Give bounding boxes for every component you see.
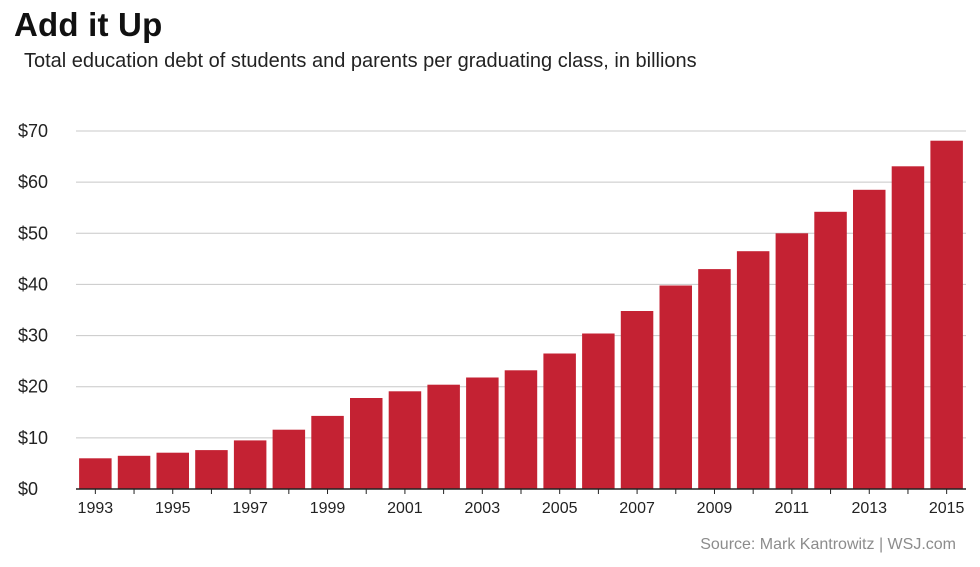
bar-1994 (117, 455, 151, 489)
chart-subtitle: Total education debt of students and par… (24, 50, 697, 72)
source-credit: Source: Mark Kantrowitz | WSJ.com (700, 536, 956, 553)
bar-2013 (853, 189, 886, 490)
bar-1997 (233, 440, 267, 489)
chart-title: Add it Up (14, 6, 163, 43)
x-tick-label: 2009 (697, 500, 733, 517)
y-axis-ticks: $0 $10 $20 $30 $40 $50 $60 $70 (18, 121, 48, 499)
bar-2004 (504, 370, 538, 489)
x-tick-label: 1995 (155, 500, 191, 517)
bar-1996 (195, 450, 228, 489)
bar-2001 (388, 391, 422, 489)
y-tick-label: $30 (18, 326, 48, 346)
bars (79, 140, 963, 490)
x-tick-label: 1997 (232, 500, 268, 517)
x-tick-label: 2005 (542, 500, 578, 517)
bar-1998 (272, 429, 306, 489)
y-tick-label: $50 (18, 223, 48, 243)
y-tick-label: $10 (18, 428, 48, 448)
bar-2006 (582, 333, 615, 489)
x-tick-label: 2015 (929, 500, 965, 517)
y-tick-label: $20 (18, 377, 48, 397)
bar-2011 (775, 233, 809, 489)
y-tick-label: $40 (18, 274, 48, 294)
x-tick-label: 2007 (619, 500, 655, 517)
bar-2005 (543, 353, 576, 489)
bar-2009 (698, 269, 731, 489)
x-tick-label: 1993 (78, 500, 114, 517)
x-axis-ticks: 1993 1995 1997 1999 2001 2003 2005 2007 2009 2011… (78, 489, 965, 517)
bar-2002 (427, 384, 460, 489)
bar-2015 (930, 140, 963, 489)
bar-2007 (620, 311, 654, 489)
bar-1995 (156, 452, 189, 489)
x-tick-label: 2013 (851, 500, 887, 517)
bar-2003 (466, 377, 499, 489)
y-tick-label: $0 (18, 479, 38, 499)
y-tick-label: $60 (18, 172, 48, 192)
bar-2000 (350, 398, 383, 489)
bar-1993 (79, 458, 112, 489)
bar-2010 (736, 251, 770, 489)
bar-1999 (311, 415, 344, 489)
y-tick-label: $70 (18, 121, 48, 141)
bar-2014 (891, 166, 925, 490)
x-tick-label: 2001 (387, 500, 423, 517)
bar-2008 (659, 285, 692, 489)
x-tick-label: 1999 (310, 500, 346, 517)
x-tick-label: 2011 (775, 500, 810, 517)
x-tick-label: 2003 (465, 500, 501, 517)
bar-2012 (814, 211, 847, 490)
